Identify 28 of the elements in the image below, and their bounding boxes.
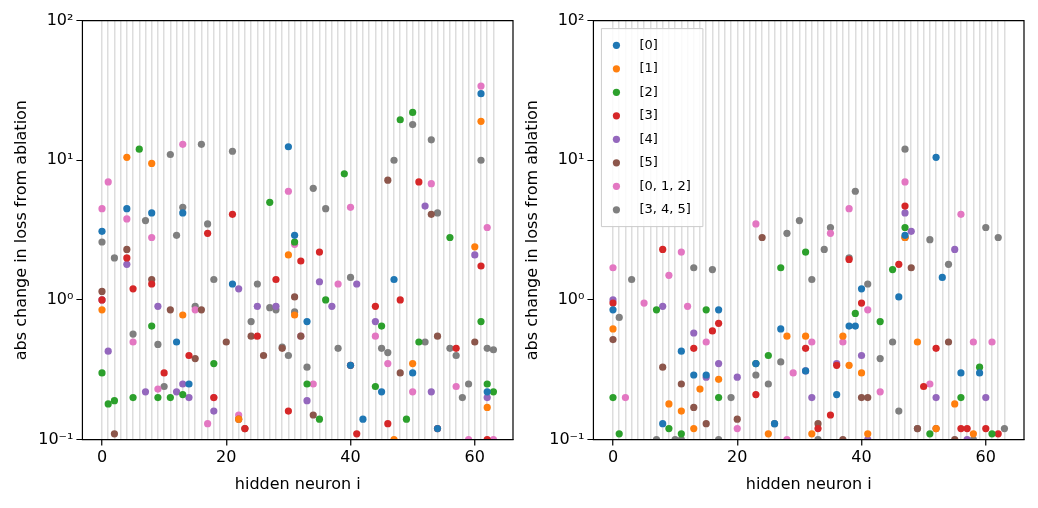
x-tick-label: 0 xyxy=(607,447,619,467)
y-tick-label: 10⁻¹ xyxy=(38,428,74,448)
legend-label: [5] xyxy=(639,154,658,170)
x-axis-title: hidden neuron i xyxy=(234,473,361,493)
y-axis-title: abs change in loss from ablation xyxy=(521,100,541,361)
x-tick-label: 60 xyxy=(464,447,485,467)
y-tick-label: 10⁻¹ xyxy=(549,428,585,448)
x-tick-label: 40 xyxy=(340,447,361,467)
y-tick-label: 10¹ xyxy=(46,149,74,169)
x-axis-title: hidden neuron i xyxy=(745,473,872,493)
legend-label: [3] xyxy=(639,107,658,123)
legend-label: [3, 4, 5] xyxy=(639,201,691,217)
y-axis-title: abs change in loss from ablation xyxy=(10,100,30,361)
legend-label: [1] xyxy=(639,60,658,76)
legend-label: [0] xyxy=(639,36,658,52)
y-tick-label: 10⁰ xyxy=(46,289,74,309)
x-tick-label: 60 xyxy=(975,447,996,467)
legend-label: [2] xyxy=(639,83,658,99)
x-tick-label: 20 xyxy=(727,447,748,467)
x-tick-label: 0 xyxy=(96,447,108,467)
y-tick-label: 10⁰ xyxy=(557,289,585,309)
x-tick-label: 20 xyxy=(216,447,237,467)
y-tick-label: 10² xyxy=(46,9,74,29)
legend-label: [4] xyxy=(639,130,658,146)
x-tick-label: 40 xyxy=(851,447,872,467)
y-tick-label: 10¹ xyxy=(557,149,585,169)
legend-label: [0, 1, 2] xyxy=(639,177,691,193)
y-tick-label: 10² xyxy=(557,9,585,29)
